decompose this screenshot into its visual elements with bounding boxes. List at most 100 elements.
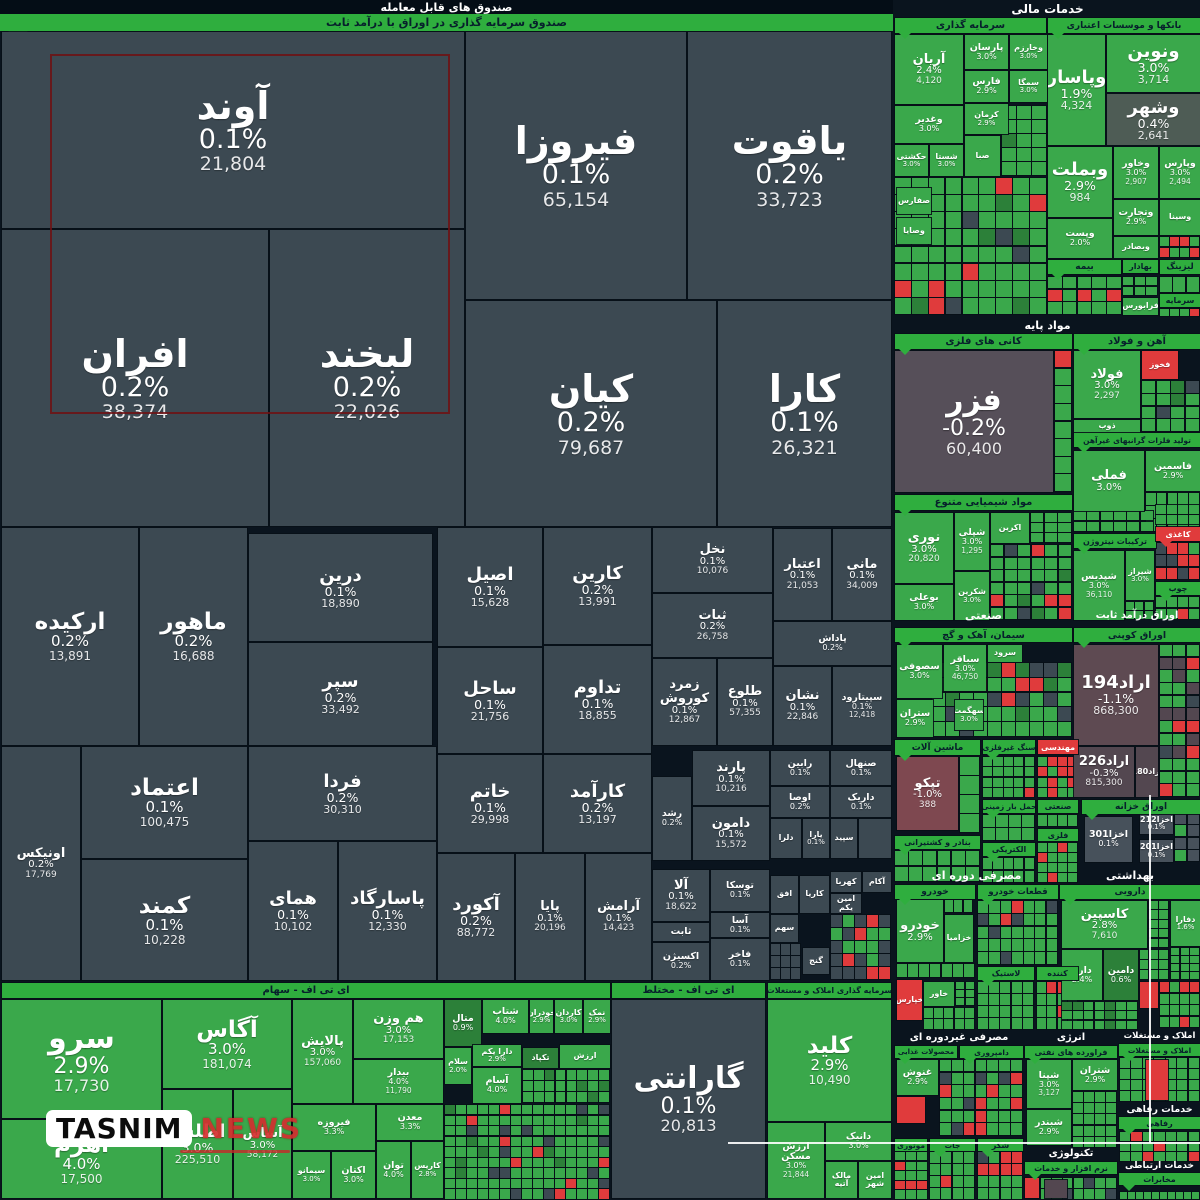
- treemap-mini-tile[interactable]: [1160, 237, 1169, 247]
- treemap-mini-tile[interactable]: [930, 1152, 941, 1163]
- treemap-tile-آکام[interactable]: آکام: [863, 872, 891, 892]
- treemap-mini-tile[interactable]: [941, 1164, 952, 1175]
- treemap-tile-سپید[interactable]: سپید: [831, 819, 857, 858]
- treemap-mini-tile[interactable]: [522, 1115, 532, 1125]
- treemap-mini-tile[interactable]: [1131, 1058, 1142, 1068]
- treemap-mini-tile[interactable]: [1030, 263, 1046, 280]
- treemap-mini-tile[interactable]: [533, 1168, 543, 1178]
- treemap-mini-tile[interactable]: [500, 1189, 510, 1199]
- treemap-mini-tile[interactable]: [1173, 746, 1186, 758]
- treemap-mini-tile[interactable]: [993, 757, 1003, 767]
- treemap-mini-tile[interactable]: [1058, 707, 1071, 721]
- treemap-mini-tile[interactable]: [523, 1070, 533, 1080]
- treemap-mini-tile[interactable]: [1012, 926, 1023, 939]
- treemap-tile-غنوش[interactable]: غنوش 2.9%: [897, 1060, 938, 1095]
- treemap-mini-tile[interactable]: [999, 1085, 1010, 1097]
- treemap-mini-tile[interactable]: [963, 964, 974, 977]
- treemap-mini-tile[interactable]: [1073, 1103, 1083, 1114]
- treemap-mini-tile[interactable]: [1159, 970, 1168, 979]
- treemap-mini-tile[interactable]: [879, 928, 890, 940]
- treemap-tile-وخاور[interactable]: وخاور 3.0% 2,907: [1114, 147, 1158, 198]
- treemap-mini-tile[interactable]: [987, 1060, 999, 1072]
- treemap-mini-tile[interactable]: [1030, 195, 1046, 212]
- treemap-mini-tile[interactable]: [962, 212, 979, 229]
- treemap-tile-فملی[interactable]: فملی 3.0%: [1074, 451, 1144, 511]
- treemap-mini-tile[interactable]: [965, 851, 979, 866]
- treemap-mini-tile[interactable]: [467, 1189, 477, 1199]
- treemap-tile-فیروزا[interactable]: فیروزا 0.1% 65,154: [466, 32, 686, 299]
- treemap-tile-ارزش[interactable]: ارزش: [560, 1045, 610, 1068]
- treemap-mini-tile[interactable]: [1016, 722, 1029, 736]
- treemap-mini-tile[interactable]: [1092, 302, 1106, 314]
- treemap-mini-tile[interactable]: [1131, 1091, 1142, 1101]
- treemap-mini-tile[interactable]: [1055, 351, 1071, 368]
- treemap-tile-یارا[interactable]: یارا 0.1%: [803, 819, 829, 858]
- treemap-mini-tile[interactable]: [1156, 419, 1170, 431]
- treemap-mini-tile[interactable]: [951, 1072, 963, 1085]
- treemap-mini-tile[interactable]: [963, 1085, 975, 1097]
- treemap-mini-tile[interactable]: [999, 1098, 1010, 1110]
- treemap-mini-tile[interactable]: [500, 1168, 510, 1178]
- treemap-mini-tile[interactable]: [1030, 692, 1043, 707]
- treemap-mini-tile[interactable]: [1189, 543, 1199, 555]
- treemap-mini-tile[interactable]: [1159, 929, 1168, 938]
- treemap-mini-tile[interactable]: [1171, 964, 1180, 971]
- treemap-mini-tile[interactable]: [1017, 162, 1031, 175]
- treemap-mini-tile[interactable]: [1004, 582, 1017, 594]
- treemap-mini-tile[interactable]: [555, 1136, 565, 1146]
- treemap-mini-tile[interactable]: [928, 280, 945, 297]
- treemap-mini-tile[interactable]: [1077, 289, 1092, 302]
- treemap-tile-رابین[interactable]: رابین 0.1%: [771, 751, 829, 785]
- treemap-mini-tile[interactable]: [989, 994, 1000, 1005]
- treemap-mini-tile[interactable]: [489, 1157, 499, 1168]
- treemap-mini-tile[interactable]: [1046, 952, 1057, 964]
- treemap-mini-tile[interactable]: [1187, 849, 1199, 861]
- treemap-tile-کاسپین[interactable]: کاسپین 2.8% 7,610: [1062, 901, 1147, 948]
- treemap-mini-tile[interactable]: [1023, 926, 1034, 939]
- treemap-mini-tile[interactable]: [1165, 1058, 1176, 1068]
- treemap-tile-گنج[interactable]: گنج: [803, 948, 829, 974]
- treemap-mini-tile[interactable]: [566, 1157, 576, 1168]
- treemap-mini-tile[interactable]: [1073, 1136, 1083, 1147]
- treemap-mini-tile[interactable]: [467, 1178, 477, 1189]
- treemap-mini-tile[interactable]: [940, 1072, 951, 1085]
- treemap-mini-tile[interactable]: [1048, 757, 1057, 767]
- treemap-mini-tile[interactable]: [588, 1189, 598, 1199]
- treemap-mini-tile[interactable]: [1160, 657, 1173, 670]
- treemap-mini-tile[interactable]: [1190, 948, 1199, 955]
- treemap-mini-tile[interactable]: [1031, 582, 1044, 594]
- treemap-mini-tile[interactable]: [1186, 708, 1199, 720]
- treemap-mini-tile[interactable]: [544, 1092, 555, 1102]
- treemap-mini-tile[interactable]: [1030, 707, 1043, 721]
- treemap-mini-tile[interactable]: [544, 1126, 554, 1136]
- treemap-mini-tile[interactable]: [895, 866, 908, 881]
- treemap-mini-tile[interactable]: [1120, 1142, 1131, 1151]
- treemap-mini-tile[interactable]: [983, 767, 993, 777]
- treemap-mini-tile[interactable]: [791, 968, 800, 979]
- treemap-mini-tile[interactable]: [1189, 567, 1199, 579]
- treemap-mini-tile[interactable]: [544, 1168, 554, 1178]
- treemap-mini-tile[interactable]: [511, 1178, 521, 1189]
- treemap-mini-tile[interactable]: [1058, 523, 1071, 532]
- treemap-mini-tile[interactable]: [1048, 873, 1057, 882]
- treemap-mini-tile[interactable]: [1030, 722, 1043, 736]
- treemap-tile-وپارس[interactable]: وپارس 3.0% 2,494: [1160, 147, 1200, 198]
- treemap-mini-tile[interactable]: [467, 1147, 477, 1157]
- treemap-mini-tile[interactable]: [577, 1115, 587, 1125]
- treemap-mini-tile[interactable]: [1030, 663, 1043, 677]
- treemap-mini-tile[interactable]: [975, 1110, 987, 1123]
- treemap-mini-tile[interactable]: [1030, 246, 1046, 263]
- treemap-mini-tile[interactable]: [1004, 607, 1017, 619]
- treemap-mini-tile[interactable]: [522, 1178, 532, 1189]
- treemap-mini-tile[interactable]: [1031, 570, 1044, 582]
- treemap-mini-tile[interactable]: [544, 1178, 554, 1189]
- treemap-tile-خاور[interactable]: خاور: [924, 982, 954, 1006]
- treemap-mini-tile[interactable]: [1189, 493, 1199, 505]
- treemap-mini-tile[interactable]: [996, 828, 1008, 840]
- treemap-mini-tile[interactable]: [991, 557, 1004, 569]
- treemap-tile-مانی[interactable]: مانی 0.1% 34,009: [833, 529, 891, 620]
- treemap-tile-وپست[interactable]: وپست 2.0%: [1048, 219, 1112, 258]
- treemap-mini-tile[interactable]: [1189, 597, 1199, 608]
- treemap-mini-tile[interactable]: [1160, 645, 1173, 657]
- treemap-mini-tile[interactable]: [917, 1190, 927, 1199]
